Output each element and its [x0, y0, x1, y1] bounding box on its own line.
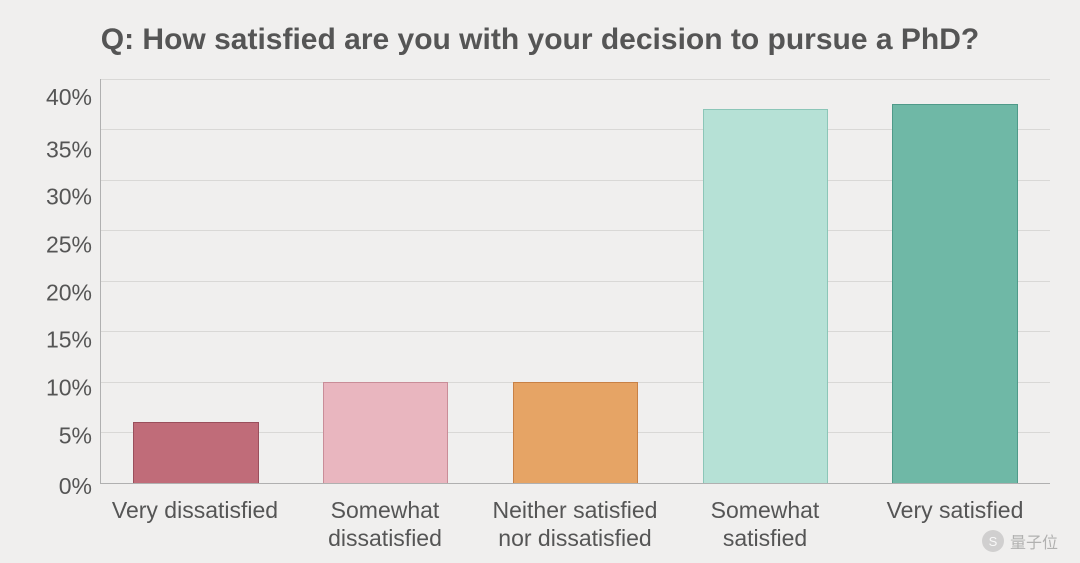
wechat-icon: S [982, 530, 1004, 552]
bars [101, 79, 1050, 483]
plot-wrap: 40% 35% 30% 25% 20% 15% 10% 5% 0% [30, 79, 1050, 553]
bar-slot [481, 79, 671, 483]
bar-somewhat-dissatisfied [323, 382, 448, 483]
bar-slot [670, 79, 860, 483]
y-tick: 35% [46, 138, 92, 161]
bar-slot [101, 79, 291, 483]
x-label: Somewhat satisfied [670, 484, 860, 554]
x-label: Neither satisfied nor dissatisfied [480, 484, 670, 554]
chart-title: Q: How satisfied are you with your decis… [30, 20, 1050, 79]
y-tick: 40% [46, 86, 92, 109]
y-tick: 0% [59, 474, 92, 497]
watermark: S 量子位 [982, 529, 1058, 553]
bar-neither [513, 382, 638, 483]
y-tick: 15% [46, 329, 92, 352]
x-label: Somewhat dissatisfied [290, 484, 480, 554]
watermark-text: 量子位 [1010, 529, 1058, 553]
y-tick: 25% [46, 234, 92, 257]
x-label: Very dissatisfied [100, 484, 290, 554]
y-tick: 10% [46, 377, 92, 400]
bar-slot [291, 79, 481, 483]
y-axis: 40% 35% 30% 25% 20% 15% 10% 5% 0% [30, 79, 100, 484]
x-axis-row: Very dissatisfied Somewhat dissatisfied … [30, 484, 1050, 554]
bar-very-dissatisfied [133, 422, 258, 483]
plot-row: 40% 35% 30% 25% 20% 15% 10% 5% 0% [30, 79, 1050, 484]
bar-chart: Q: How satisfied are you with your decis… [0, 0, 1080, 563]
bar-somewhat-satisfied [703, 109, 828, 482]
bar-slot [860, 79, 1050, 483]
y-tick: 5% [59, 424, 92, 447]
plot-area [100, 79, 1050, 484]
y-tick: 20% [46, 281, 92, 304]
y-tick: 30% [46, 186, 92, 209]
x-axis: Very dissatisfied Somewhat dissatisfied … [100, 484, 1050, 554]
bar-very-satisfied [892, 104, 1017, 482]
